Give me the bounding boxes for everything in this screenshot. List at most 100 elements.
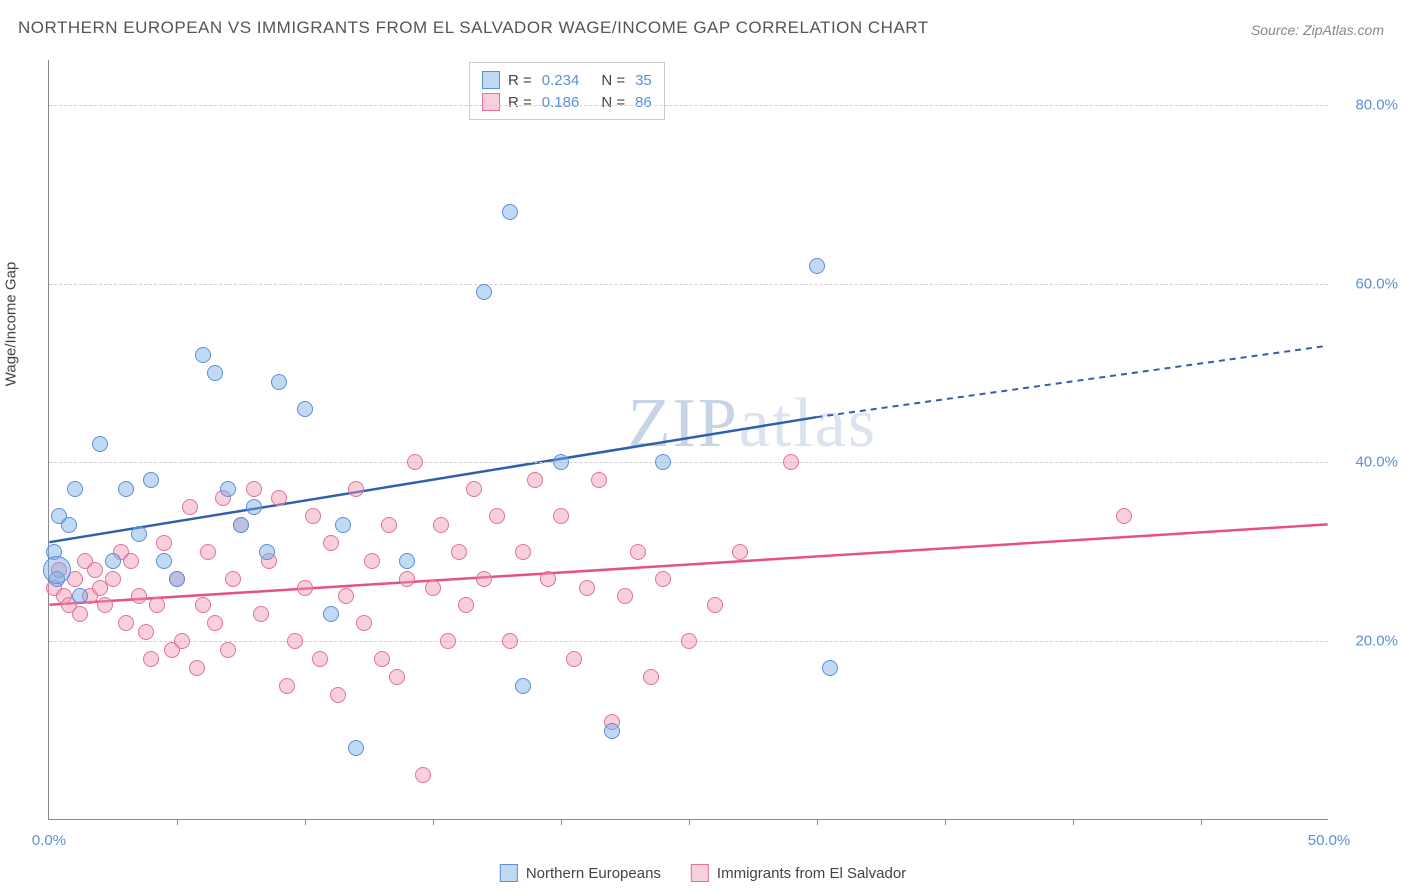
x-tick xyxy=(1073,819,1074,825)
r-label: R = xyxy=(508,94,532,111)
data-point xyxy=(617,588,633,604)
data-point xyxy=(566,651,582,667)
data-point xyxy=(476,571,492,587)
data-point xyxy=(72,606,88,622)
stats-legend-row: R =0.234N =35 xyxy=(482,69,652,91)
chart-title: NORTHERN EUROPEAN VS IMMIGRANTS FROM EL … xyxy=(18,18,929,38)
data-point xyxy=(502,633,518,649)
data-point xyxy=(553,508,569,524)
data-point xyxy=(330,687,346,703)
data-point xyxy=(305,508,321,524)
data-point xyxy=(374,651,390,667)
data-point xyxy=(220,481,236,497)
legend-swatch xyxy=(482,93,500,111)
r-label: R = xyxy=(508,72,532,89)
data-point xyxy=(809,258,825,274)
data-point xyxy=(72,588,88,604)
data-point xyxy=(131,588,147,604)
data-point xyxy=(399,553,415,569)
data-point xyxy=(707,597,723,613)
data-point xyxy=(440,633,456,649)
data-point xyxy=(732,544,748,560)
data-point xyxy=(225,571,241,587)
x-tick-label: 0.0% xyxy=(32,832,66,849)
gridline xyxy=(49,105,1328,106)
legend-item: Immigrants from El Salvador xyxy=(691,864,906,882)
data-point xyxy=(61,517,77,533)
data-point xyxy=(246,499,262,515)
data-point xyxy=(451,544,467,560)
data-point xyxy=(527,472,543,488)
y-tick-label: 40.0% xyxy=(1338,454,1398,471)
data-point xyxy=(246,481,262,497)
data-point xyxy=(271,374,287,390)
x-tick xyxy=(561,819,562,825)
n-label: N = xyxy=(601,94,625,111)
data-point xyxy=(97,597,113,613)
gridline xyxy=(49,284,1328,285)
data-point xyxy=(143,651,159,667)
data-point xyxy=(259,544,275,560)
x-tick xyxy=(689,819,690,825)
data-point xyxy=(131,526,147,542)
data-point xyxy=(515,544,531,560)
data-point xyxy=(783,454,799,470)
data-point xyxy=(579,580,595,596)
data-point xyxy=(169,571,185,587)
x-tick-label: 50.0% xyxy=(1308,832,1351,849)
data-point xyxy=(105,571,121,587)
data-point xyxy=(655,454,671,470)
data-point xyxy=(433,517,449,533)
data-point xyxy=(540,571,556,587)
data-point xyxy=(279,678,295,694)
data-point xyxy=(118,615,134,631)
data-point xyxy=(233,517,249,533)
watermark: ZIPatlas xyxy=(628,384,877,464)
data-point xyxy=(189,660,205,676)
data-point xyxy=(156,553,172,569)
data-point xyxy=(123,553,139,569)
legend-swatch xyxy=(500,864,518,882)
data-point xyxy=(105,553,121,569)
trendlines-svg xyxy=(49,60,1328,819)
data-point xyxy=(822,660,838,676)
x-tick xyxy=(817,819,818,825)
data-point xyxy=(297,580,313,596)
data-point xyxy=(348,740,364,756)
data-point xyxy=(381,517,397,533)
legend-label: Northern Europeans xyxy=(526,865,661,882)
y-tick-label: 20.0% xyxy=(1338,633,1398,650)
y-tick-label: 60.0% xyxy=(1338,275,1398,292)
data-point xyxy=(681,633,697,649)
y-tick-label: 80.0% xyxy=(1338,96,1398,113)
data-point xyxy=(591,472,607,488)
stats-legend-row: R = 0.186 N = 86 xyxy=(482,91,652,113)
legend-swatch xyxy=(482,71,500,89)
stats-legend: R =0.234N =35R =0.186N =86 xyxy=(469,62,665,120)
data-point xyxy=(335,517,351,533)
data-point xyxy=(630,544,646,560)
data-point xyxy=(43,556,71,584)
x-tick xyxy=(177,819,178,825)
data-point xyxy=(515,678,531,694)
data-point xyxy=(389,669,405,685)
data-point xyxy=(195,347,211,363)
data-point xyxy=(489,508,505,524)
n-value: 35 xyxy=(635,72,652,89)
data-point xyxy=(323,535,339,551)
data-point xyxy=(271,490,287,506)
data-point xyxy=(425,580,441,596)
n-value: 86 xyxy=(635,94,652,111)
data-point xyxy=(118,481,134,497)
data-point xyxy=(458,597,474,613)
data-point xyxy=(338,588,354,604)
data-point xyxy=(655,571,671,587)
data-point xyxy=(143,472,159,488)
data-point xyxy=(604,723,620,739)
data-point xyxy=(407,454,423,470)
data-point xyxy=(356,615,372,631)
r-value: 0.186 xyxy=(542,94,580,111)
data-point xyxy=(200,544,216,560)
data-point xyxy=(138,624,154,640)
x-tick xyxy=(305,819,306,825)
